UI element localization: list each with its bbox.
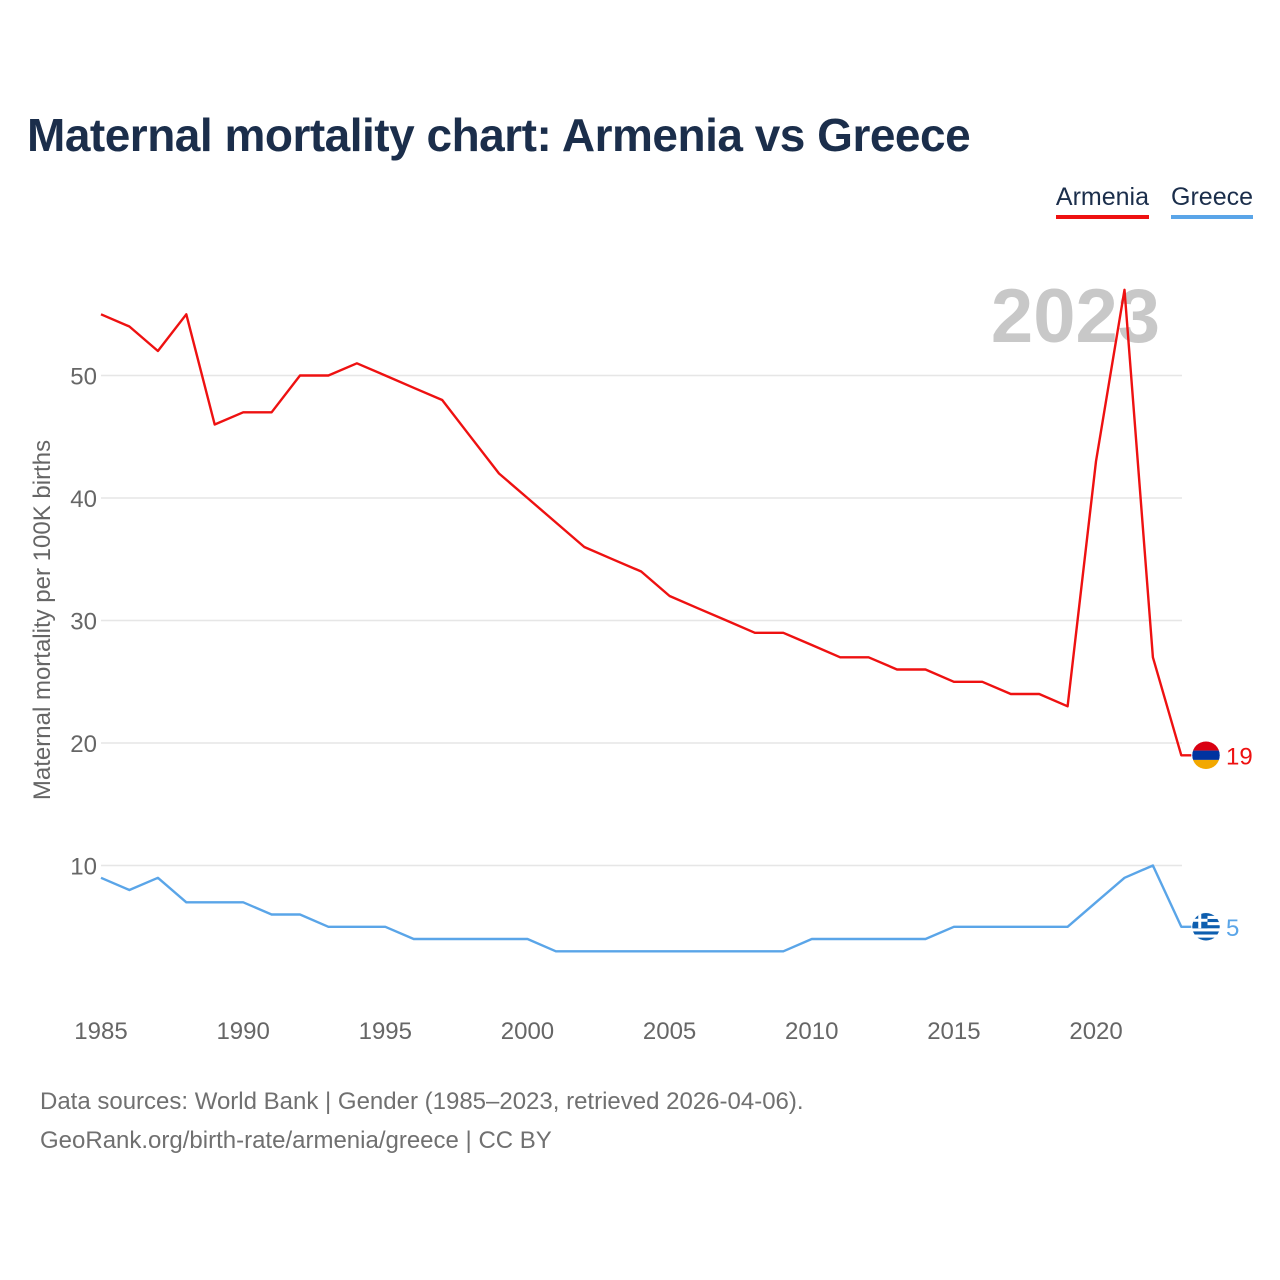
x-tick-labels: 1985 1990 1995 2000 2005 2010 2015 2020 xyxy=(74,1018,1122,1045)
flag-armenia xyxy=(1191,741,1221,770)
grid-lines xyxy=(101,374,1182,867)
y-tick-labels: 10 20 30 40 50 xyxy=(70,364,97,881)
legend-armenia[interactable]: Armenia xyxy=(1055,183,1150,219)
end-label-greece: 5 xyxy=(1226,915,1239,942)
line-chart: 2023 10 20 30 40 50 1985 1990 1995 2000 2005 2010… xyxy=(29,274,1253,1045)
series-lines xyxy=(100,288,1192,953)
y-axis-label: Maternal mortality per 100K births xyxy=(29,440,56,800)
x-tick-1995: 1995 xyxy=(359,1018,412,1045)
y-tick-10: 10 xyxy=(70,854,97,881)
series-line-armenia[interactable] xyxy=(100,288,1192,757)
y-tick-30: 30 xyxy=(70,609,97,636)
series-line-greece[interactable] xyxy=(100,864,1192,953)
x-tick-2005: 2005 xyxy=(643,1018,696,1045)
year-watermark: 2023 xyxy=(991,274,1160,359)
flag-greece xyxy=(1191,912,1221,941)
y-tick-20: 20 xyxy=(70,731,97,758)
x-tick-1990: 1990 xyxy=(216,1018,269,1045)
y-tick-40: 40 xyxy=(70,486,97,513)
x-tick-1985: 1985 xyxy=(74,1018,127,1045)
x-tick-2000: 2000 xyxy=(501,1018,554,1045)
source-link[interactable]: GeoRank.org/birth-rate/armenia/greece | … xyxy=(40,1127,552,1154)
source-note: Data sources: World Bank | Gender (1985–… xyxy=(40,1088,804,1115)
x-tick-2010: 2010 xyxy=(785,1018,838,1045)
legend-greece[interactable]: Greece xyxy=(1171,183,1253,219)
x-tick-2015: 2015 xyxy=(927,1018,980,1045)
y-tick-50: 50 xyxy=(70,364,97,391)
end-label-armenia: 19 xyxy=(1226,743,1253,770)
end-markers: 19 5 xyxy=(1191,741,1253,942)
chart-title: Maternal mortality chart: Armenia vs Gre… xyxy=(27,109,971,161)
x-tick-2020: 2020 xyxy=(1069,1018,1122,1045)
legend: Armenia Greece xyxy=(1055,183,1253,219)
